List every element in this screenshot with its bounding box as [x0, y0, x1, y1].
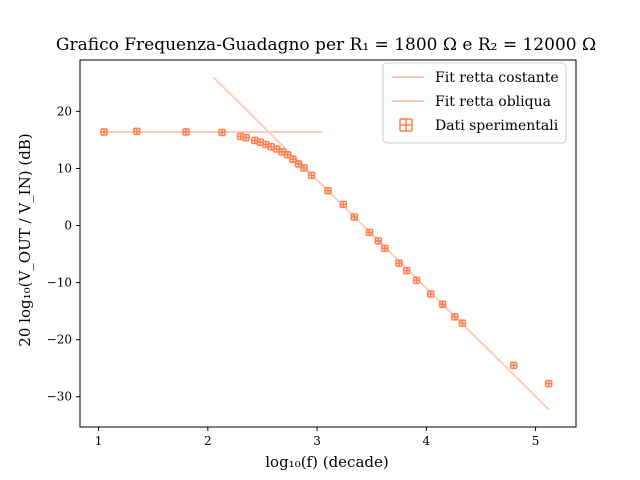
- data-point: [300, 164, 308, 172]
- y-axis: −30 −20 −10 0 10 20: [47, 104, 80, 404]
- legend-box: [382, 62, 567, 144]
- x-tick-label: 1: [95, 434, 103, 448]
- legend-swatch-data: [399, 118, 413, 132]
- y-tick-label: −10: [47, 276, 72, 290]
- data-point: [402, 266, 411, 275]
- data-point: [133, 127, 141, 136]
- data-point: [426, 290, 435, 298]
- y-tick-label: 10: [57, 161, 72, 175]
- data-point: [218, 128, 226, 137]
- data-point: [339, 200, 348, 209]
- axes-frame: [79, 59, 577, 428]
- data-point: [438, 300, 447, 309]
- data-point: [544, 379, 553, 388]
- x-axis-label: log₁₀(f) (decade): [265, 453, 389, 471]
- legend-label-fit-oblique: Fit retta obliqua: [435, 94, 551, 110]
- data-point: [350, 213, 358, 221]
- legend-label-data: Dati sperimentali: [435, 118, 559, 134]
- data-point: [365, 228, 374, 237]
- y-axis-label: 20 log₁₀(V_OUT / V_IN) (dB): [16, 133, 34, 346]
- y-tick-label: −20: [47, 333, 72, 347]
- x-tick-label: 3: [313, 434, 321, 448]
- y-tick-label: 0: [64, 219, 72, 233]
- data-point: [458, 319, 467, 327]
- plot-area: [100, 76, 553, 410]
- data-point: [324, 186, 332, 195]
- x-axis: 1 2 3 4 5: [95, 427, 540, 448]
- legend: Fit retta costante Fit retta obliqua Dat…: [382, 62, 567, 144]
- data-point: [450, 313, 459, 321]
- data-point: [509, 361, 518, 370]
- data-point: [381, 244, 389, 253]
- data-point: [100, 128, 108, 136]
- data-point: [307, 171, 316, 180]
- data-point: [182, 128, 190, 136]
- x-tick-label: 2: [204, 434, 212, 448]
- data-point: [395, 259, 403, 267]
- chart-title: Grafico Frequenza-Guadagno per R₁ = 1800…: [56, 35, 596, 55]
- y-tick-label: 20: [57, 104, 72, 118]
- data-point: [374, 237, 383, 245]
- x-tick-label: 5: [532, 434, 540, 448]
- x-tick-label: 4: [423, 434, 431, 448]
- legend-label-fit-constant: Fit retta costante: [435, 70, 559, 86]
- data-point: [412, 276, 421, 285]
- data-point: [242, 133, 250, 142]
- y-tick-label: −30: [47, 390, 72, 404]
